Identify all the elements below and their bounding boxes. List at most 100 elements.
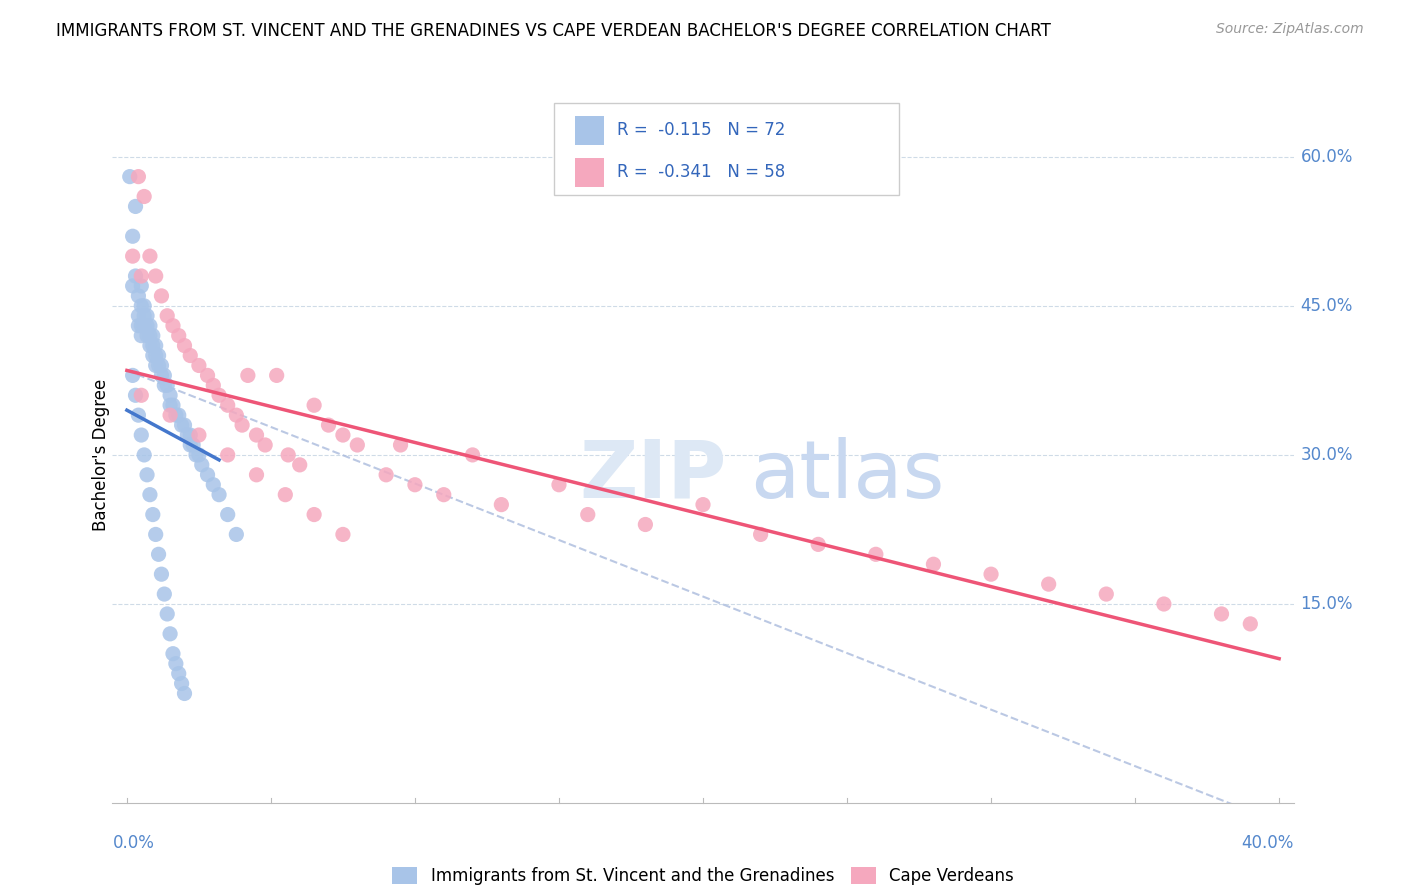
Point xyxy=(139,338,162,352)
Point xyxy=(145,268,167,283)
Point xyxy=(225,527,247,541)
Point xyxy=(159,627,181,641)
Point xyxy=(162,318,184,333)
Point xyxy=(217,508,239,522)
Point xyxy=(346,438,368,452)
Point xyxy=(165,657,187,671)
Point xyxy=(1153,597,1175,611)
Point xyxy=(176,428,198,442)
Point xyxy=(121,249,143,263)
Point xyxy=(153,587,176,601)
Point xyxy=(129,328,152,343)
Text: ZIP: ZIP xyxy=(579,437,727,515)
Point xyxy=(173,686,195,700)
Point xyxy=(148,359,170,373)
Point xyxy=(118,169,141,184)
Point xyxy=(179,349,201,363)
Point xyxy=(170,418,193,433)
Point xyxy=(749,527,772,541)
Point xyxy=(208,488,231,502)
Point xyxy=(187,359,209,373)
Point xyxy=(124,268,146,283)
Point xyxy=(1095,587,1118,601)
Point xyxy=(1038,577,1060,591)
Point xyxy=(145,359,167,373)
Point xyxy=(156,607,179,621)
Point xyxy=(167,666,190,681)
Point xyxy=(197,467,219,482)
Point xyxy=(274,488,297,502)
Point xyxy=(142,349,165,363)
Point xyxy=(121,229,143,244)
Point xyxy=(124,388,146,402)
Point xyxy=(231,418,253,433)
Point xyxy=(1211,607,1233,621)
Point xyxy=(127,289,149,303)
Point xyxy=(142,338,165,352)
Point xyxy=(139,249,162,263)
Point xyxy=(980,567,1002,582)
Point xyxy=(136,309,159,323)
Point xyxy=(127,318,149,333)
Point xyxy=(134,309,156,323)
Point xyxy=(159,398,181,412)
Point xyxy=(148,349,170,363)
Point xyxy=(461,448,484,462)
Point xyxy=(548,477,571,491)
Point xyxy=(167,328,190,343)
Point xyxy=(145,338,167,352)
Point xyxy=(129,318,152,333)
Point xyxy=(129,428,152,442)
Point xyxy=(156,378,179,392)
Point xyxy=(332,428,354,442)
Point xyxy=(208,388,231,402)
Text: R =  -0.341   N = 58: R = -0.341 N = 58 xyxy=(617,163,786,181)
Point xyxy=(173,338,195,352)
Text: 60.0%: 60.0% xyxy=(1301,148,1353,166)
Point xyxy=(136,328,159,343)
Point xyxy=(225,408,247,422)
Point xyxy=(236,368,259,383)
Text: IMMIGRANTS FROM ST. VINCENT AND THE GRENADINES VS CAPE VERDEAN BACHELOR'S DEGREE: IMMIGRANTS FROM ST. VINCENT AND THE GREN… xyxy=(56,22,1052,40)
Point xyxy=(692,498,714,512)
Point xyxy=(139,488,162,502)
Point xyxy=(134,299,156,313)
Point xyxy=(121,368,143,383)
Point xyxy=(302,508,325,522)
Point xyxy=(197,368,219,383)
Point xyxy=(129,268,152,283)
Point xyxy=(173,418,195,433)
Point xyxy=(129,299,152,313)
Point xyxy=(153,368,176,383)
Point xyxy=(127,169,149,184)
Point xyxy=(576,508,599,522)
Point xyxy=(245,428,267,442)
Point xyxy=(159,408,181,422)
Point xyxy=(389,438,412,452)
Text: 45.0%: 45.0% xyxy=(1301,297,1353,315)
Point xyxy=(134,318,156,333)
Point xyxy=(332,527,354,541)
Point xyxy=(404,477,426,491)
Point xyxy=(127,408,149,422)
Point xyxy=(217,448,239,462)
Point xyxy=(277,448,299,462)
Point xyxy=(922,558,945,572)
Point xyxy=(634,517,657,532)
Point xyxy=(187,448,209,462)
Text: 0.0%: 0.0% xyxy=(112,834,155,852)
Point xyxy=(318,418,340,433)
Point xyxy=(150,368,173,383)
Point xyxy=(150,567,173,582)
Point xyxy=(191,458,214,472)
Point xyxy=(121,279,143,293)
Text: Source: ZipAtlas.com: Source: ZipAtlas.com xyxy=(1216,22,1364,37)
Point xyxy=(150,289,173,303)
Point xyxy=(807,537,830,551)
Text: R =  -0.115   N = 72: R = -0.115 N = 72 xyxy=(617,121,786,139)
Point xyxy=(142,508,165,522)
Point xyxy=(254,438,277,452)
Point xyxy=(375,467,398,482)
Point xyxy=(134,448,156,462)
Point xyxy=(156,309,179,323)
